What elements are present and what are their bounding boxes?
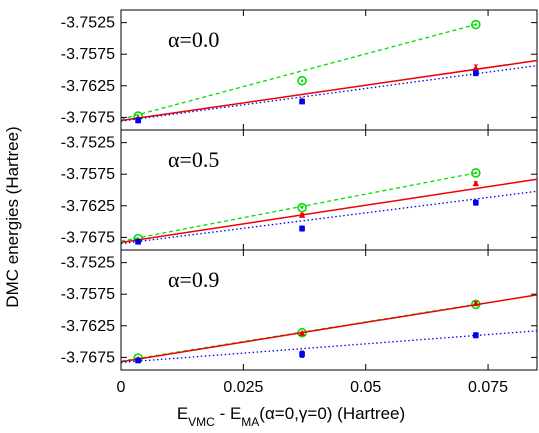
data-point-square — [135, 357, 141, 364]
x-axis-title: EVMC - EMA(α=0,γ=0) (Hartree) — [177, 404, 405, 429]
panel-1: -3.7525 -3.7575 -3.7625 -3.7675 α=0.0 — [61, 9, 538, 131]
x-tick-label: 0.05 — [350, 379, 381, 396]
fit-line-blue — [121, 330, 537, 364]
series-green — [121, 168, 481, 244]
x-axis-title-part: E — [177, 404, 188, 423]
series-blue — [121, 330, 537, 364]
data-point-square — [299, 225, 305, 232]
data-point-dot — [474, 23, 478, 26]
panel-frame — [120, 249, 538, 371]
chart-panels: -3.7525-3.7575-3.7625-3.7675α=0.0-3.7525… — [61, 9, 538, 371]
data-point-circle — [471, 19, 481, 30]
data-point-triangle — [472, 180, 480, 187]
y-tick-label: -3.7625 — [61, 198, 115, 215]
data-point-triangle — [298, 329, 306, 336]
y-tick-label: -3.7675 — [61, 109, 115, 126]
fit-line-green — [121, 23, 476, 120]
panel-label: α=0.9 — [168, 267, 219, 292]
y-tick-label: -3.7625 — [61, 78, 115, 95]
series-red — [121, 178, 537, 244]
data-point-dot — [300, 206, 304, 209]
y-tick-label: -3.7525 — [61, 135, 115, 152]
x-tick-label: 0.075 — [468, 379, 508, 396]
x-tick-label: 0.025 — [223, 379, 263, 396]
panel-2: -3.7525 -3.7575 -3.7625 -3.7675 α=0.5 — [61, 129, 538, 251]
data-point-square — [473, 70, 479, 76]
data-point-square — [135, 117, 141, 124]
y-tick-label: -3.7575 — [61, 46, 115, 63]
x-axis-title-part: (α=0,γ=0) (Hartree) — [259, 404, 405, 423]
fit-line-red — [121, 59, 537, 122]
fit-line-green — [121, 172, 476, 242]
y-axis-title: DMC energies (Hartree) — [3, 126, 22, 307]
fit-line-blue — [121, 190, 537, 245]
fit-line-red — [121, 294, 537, 363]
y-tick-label: -3.7675 — [61, 349, 115, 366]
panel-3: -3.7525 -3.7575 -3.7625 -3.7675 α=0.9 — [61, 249, 538, 371]
data-point-circle — [297, 202, 307, 213]
data-point-triangle — [298, 211, 306, 218]
data-point-dot — [300, 79, 304, 82]
x-axis-title-part: MA — [241, 415, 259, 429]
panel-label: α=0.0 — [168, 27, 219, 52]
x-tick-label: 0 — [117, 379, 126, 396]
data-point-square — [473, 332, 479, 339]
y-tick-label: -3.7525 — [61, 255, 115, 272]
series-red — [121, 59, 537, 122]
y-tick-label: -3.7525 — [61, 15, 115, 32]
data-point-square — [299, 351, 305, 358]
x-axis: 0 0.025 0.05 0.075 — [117, 379, 509, 396]
series-red — [121, 294, 537, 363]
y-tick-label: -3.7575 — [61, 166, 115, 183]
series-green — [121, 19, 481, 121]
panel-label: α=0.5 — [168, 147, 219, 172]
series-blue — [121, 190, 537, 245]
y-tick-label: -3.7675 — [61, 229, 115, 246]
data-point-square — [299, 98, 305, 105]
x-axis-title-part: VMC — [188, 415, 215, 429]
data-point-circle — [297, 75, 307, 86]
data-point-triangle — [472, 64, 480, 71]
series-blue — [121, 64, 537, 124]
y-tick-label: -3.7625 — [61, 318, 115, 335]
data-point-square — [135, 238, 141, 245]
data-point-square — [473, 199, 479, 206]
y-tick-label: -3.7575 — [61, 286, 115, 303]
fit-line-red — [121, 178, 537, 244]
data-point-triangle — [472, 300, 480, 307]
data-point-circle — [471, 168, 481, 178]
x-axis-title-part: - E — [215, 404, 241, 423]
data-point-dot — [474, 171, 478, 175]
